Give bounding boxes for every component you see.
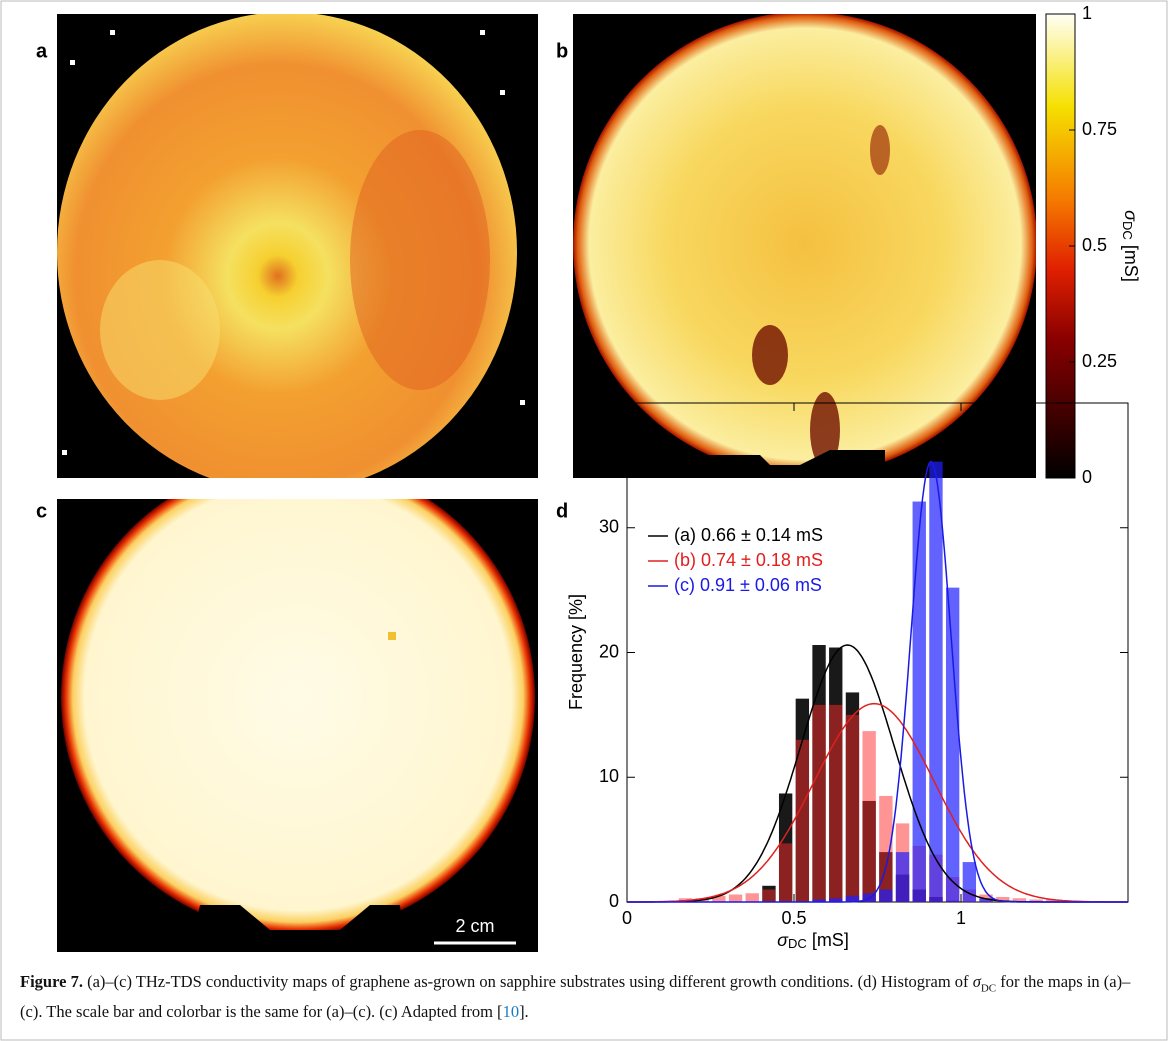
panel-label: a xyxy=(36,40,48,62)
bar xyxy=(912,501,926,902)
caption-text: ]. xyxy=(519,1002,529,1022)
caption: Figure 7. (a)–(c) THz-TDS conductivity m… xyxy=(20,970,1150,1024)
y-tick-label: 30 xyxy=(599,517,619,537)
bar xyxy=(712,895,726,902)
reference[interactable]: 10 xyxy=(502,1002,520,1022)
map-b xyxy=(573,14,1036,478)
unit: [mS] xyxy=(807,930,849,950)
x-tick-label: 1 xyxy=(956,908,966,928)
subscript: DC xyxy=(788,936,807,951)
bar xyxy=(895,852,910,902)
panel-label: d xyxy=(556,500,568,522)
legend-label: (c) 0.91 ± 0.06 mS xyxy=(674,575,822,595)
y-tick-label: 0 xyxy=(609,891,619,911)
bar xyxy=(762,889,776,902)
bar xyxy=(778,843,793,902)
legend-label: (b) 0.74 ± 0.18 mS xyxy=(674,550,823,570)
colorbar-tick-label: 0.75 xyxy=(1082,119,1117,139)
bar xyxy=(1046,899,1060,902)
bar xyxy=(879,889,893,902)
bar xyxy=(812,899,826,902)
colorbar-tick-label: 1 xyxy=(1082,3,1092,23)
map-a xyxy=(57,14,538,478)
bar xyxy=(879,795,893,902)
bar xyxy=(929,461,943,902)
scale-bar-label: 2 cm xyxy=(455,916,494,936)
bar xyxy=(1012,898,1027,902)
colorbar-label: σDC [mS] xyxy=(1120,210,1142,282)
bar xyxy=(996,897,1010,902)
bar xyxy=(829,898,843,902)
fit-curve xyxy=(627,460,1128,903)
bar xyxy=(862,731,876,902)
caption-subscript: DC xyxy=(980,982,997,995)
bar xyxy=(829,704,843,902)
caption-text: for the maps in (a)–(c). The scale bar a… xyxy=(20,972,1131,1022)
subscript: DC xyxy=(1120,221,1135,240)
bar xyxy=(945,587,960,902)
symbol: σ xyxy=(1121,210,1141,222)
symbol: σ xyxy=(777,930,789,950)
x-axis-label: σDC [mS] xyxy=(777,930,849,952)
y-axis-label: Frequency [%] xyxy=(566,594,586,710)
bar xyxy=(795,739,810,902)
bar xyxy=(979,898,993,902)
y-tick-label: 10 xyxy=(599,766,619,786)
x-tick-label: 0 xyxy=(622,908,632,928)
bar xyxy=(745,893,759,902)
fit-curve xyxy=(627,702,1128,903)
colorbar-tick-label: 0 xyxy=(1082,467,1092,487)
colorbar-tick-label: 0.25 xyxy=(1082,351,1117,371)
x-tick-label: 0.5 xyxy=(781,908,806,928)
caption-text: (a)–(c) THz-TDS conductivity maps of gra… xyxy=(82,972,973,991)
caption-symbol: σ xyxy=(972,972,981,991)
caption-label: Figure 7. xyxy=(20,972,83,991)
bar xyxy=(845,895,860,902)
map-c xyxy=(57,499,538,952)
y-tick-label: 20 xyxy=(599,641,619,661)
y-tick-label: 40 xyxy=(599,392,619,412)
panel-label: b xyxy=(556,40,568,62)
bar xyxy=(812,704,826,902)
fit-curve xyxy=(627,644,1128,903)
colorbar-tick-label: 0.5 xyxy=(1082,235,1107,255)
legend-label: (a) 0.66 ± 0.14 mS xyxy=(674,525,823,545)
unit: [mS] xyxy=(1121,240,1141,282)
bar xyxy=(845,714,860,902)
bar xyxy=(1029,899,1043,902)
panel-label: c xyxy=(36,500,47,522)
bar xyxy=(728,894,743,902)
